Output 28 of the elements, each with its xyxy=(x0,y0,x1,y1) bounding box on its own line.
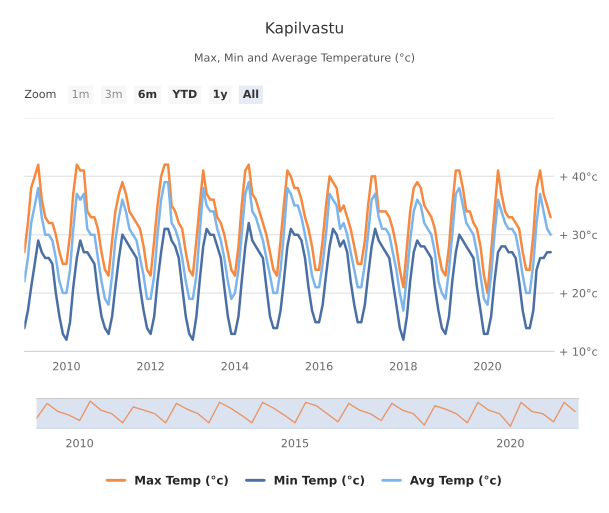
legend-label: Min Temp (°c) xyxy=(274,475,364,487)
legend-label: Max Temp (°c) xyxy=(135,475,228,487)
y-tick-label: + 20°c xyxy=(560,289,598,298)
text: All xyxy=(242,90,258,98)
chart-subtitle: Max, Min and Average Temperature (°c) xyxy=(195,53,414,64)
x-tick-label: 2012 xyxy=(137,362,164,370)
line-series xyxy=(24,163,552,294)
x-tick-label: 2014 xyxy=(222,362,248,370)
text: 3m xyxy=(106,90,122,98)
y-tick-label: + 10°c xyxy=(560,347,598,356)
x-tick-label: 2010 xyxy=(66,438,93,448)
x-tick-label: 2010 xyxy=(53,362,80,370)
text: YTD xyxy=(172,90,197,98)
line-series xyxy=(24,180,552,312)
text: 1m xyxy=(72,90,89,98)
y-tick-label: + 40°c xyxy=(560,172,598,181)
text: 6m xyxy=(138,90,156,98)
x-tick-label: 2015 xyxy=(282,438,308,448)
x-tick-label: 2016 xyxy=(306,362,333,370)
x-tick-label: 2020 xyxy=(474,362,501,370)
chart-title: Kapilvastu xyxy=(266,22,343,37)
legend-label: Avg Temp (°c) xyxy=(410,475,501,487)
x-tick-label: 2018 xyxy=(390,362,417,370)
x-tick-label: 2020 xyxy=(497,438,524,448)
text: 1y xyxy=(214,90,228,100)
text: Zoom xyxy=(24,90,56,98)
y-tick-label: + 30°c xyxy=(560,230,598,240)
line-series xyxy=(24,222,552,341)
